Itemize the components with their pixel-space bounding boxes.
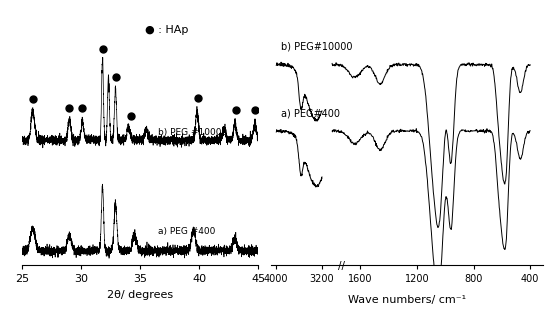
Text: b) PEG #10000: b) PEG #10000 xyxy=(158,128,227,137)
X-axis label: Wave numbers/ cm⁻¹: Wave numbers/ cm⁻¹ xyxy=(348,295,466,305)
Text: a) PEG #400: a) PEG #400 xyxy=(158,227,216,236)
X-axis label: 2θ/ degrees: 2θ/ degrees xyxy=(107,290,173,300)
Text: b) PEG#10000: b) PEG#10000 xyxy=(281,42,353,52)
Text: ● : HAp: ● : HAp xyxy=(145,25,188,35)
Text: a) PEG#400: a) PEG#400 xyxy=(281,108,340,118)
Text: //: // xyxy=(338,261,345,271)
